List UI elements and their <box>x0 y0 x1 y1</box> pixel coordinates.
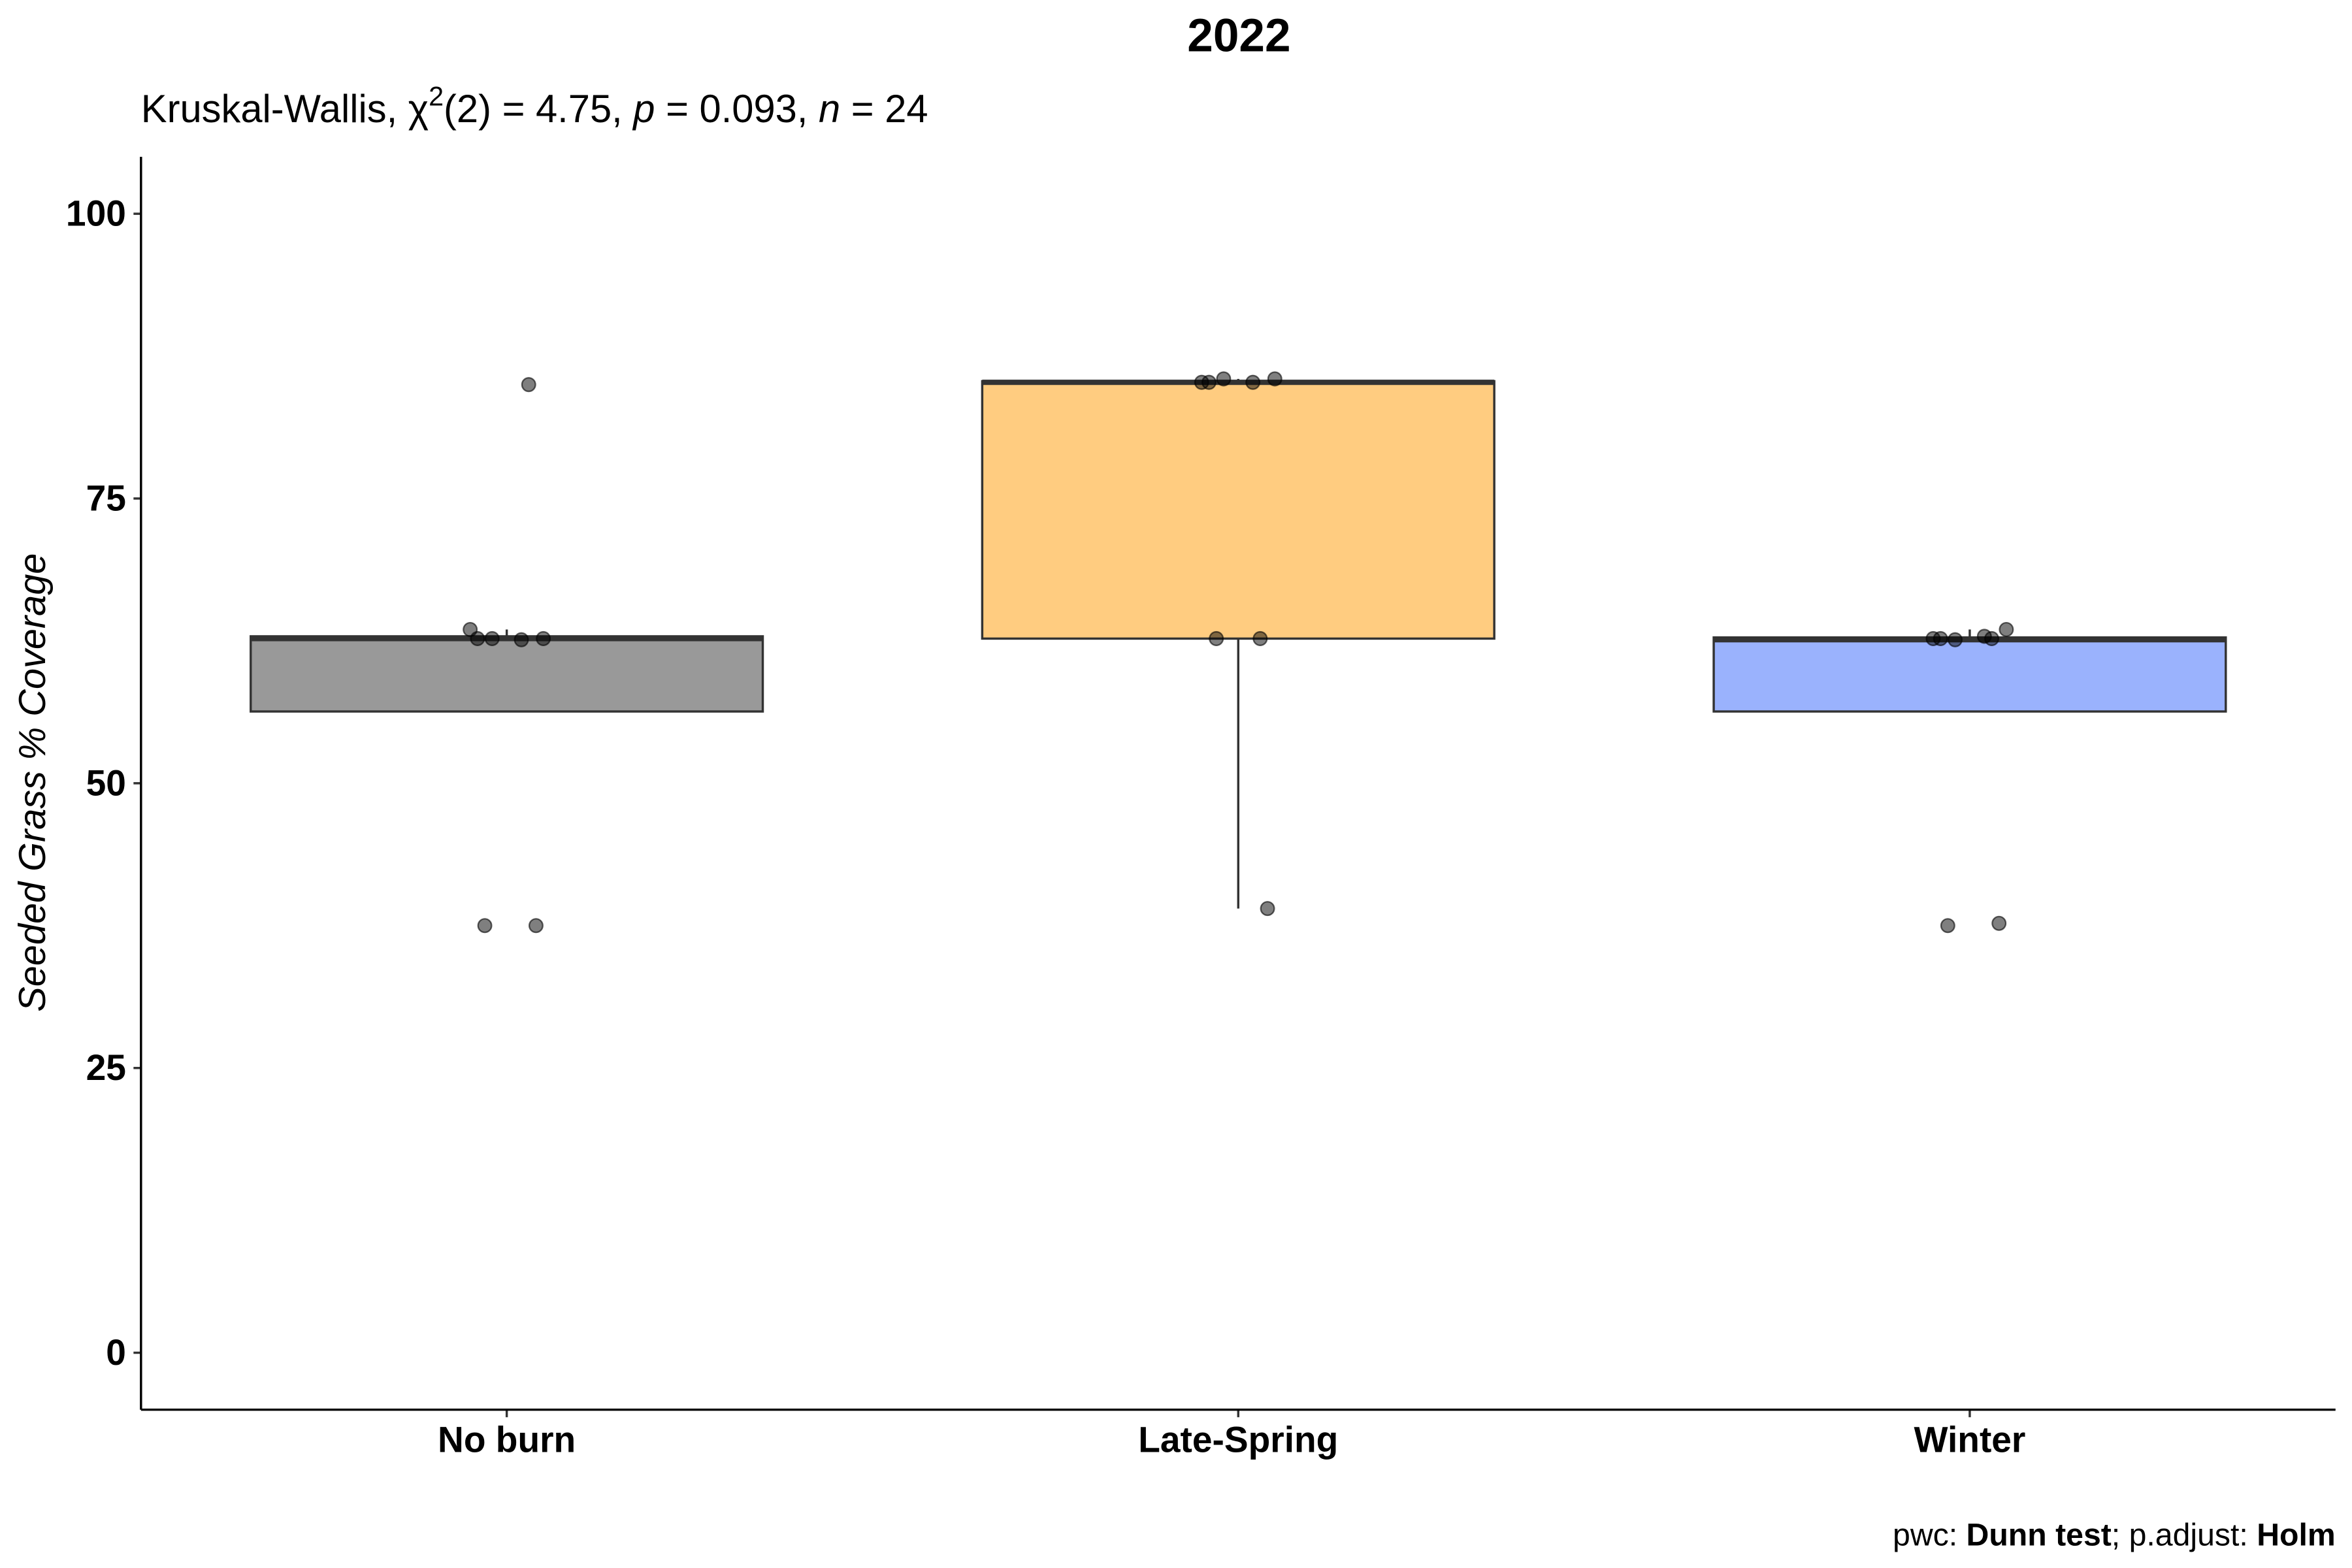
box <box>981 380 1495 640</box>
box <box>250 635 764 713</box>
subtitle-part: 2 <box>429 80 444 111</box>
point <box>1940 918 1955 934</box>
caption-part: Holm <box>2257 1517 2336 1552</box>
point <box>1245 374 1261 390</box>
y-tick-label: 50 <box>86 762 126 803</box>
point <box>1991 915 2007 931</box>
x-tick-label: No burn <box>438 1419 576 1460</box>
y-axis-label: Seeded Grass % Coverage <box>12 553 54 1012</box>
caption-part: ; p.adjust: <box>2112 1517 2257 1552</box>
chart-title: 2022 <box>1187 9 1290 61</box>
caption: pwc: Dunn test; p.adjust: Holm <box>1893 1517 2336 1552</box>
point <box>470 630 485 646</box>
point <box>1999 621 2014 638</box>
point <box>1252 630 1268 646</box>
point <box>528 918 544 934</box>
point <box>1267 371 1282 387</box>
box <box>1712 636 2227 713</box>
point <box>477 918 493 934</box>
point <box>1201 374 1217 390</box>
subtitle-part: = 24 <box>840 87 928 131</box>
subtitle-part: n <box>819 87 840 131</box>
point <box>484 630 500 646</box>
point <box>514 632 529 647</box>
point <box>1984 630 1999 646</box>
point <box>1260 901 1275 917</box>
y-tick-label: 75 <box>86 478 126 518</box>
y-tick-label: 0 <box>106 1332 126 1373</box>
y-tick-label: 100 <box>66 193 126 234</box>
point <box>1209 630 1224 646</box>
point <box>1933 630 1948 646</box>
subtitle-part: = 0.093, <box>655 87 819 131</box>
x-tick-label: Late-Spring <box>1138 1419 1338 1460</box>
point <box>536 630 551 646</box>
x-tick-label: Winter <box>1914 1419 2025 1460</box>
point <box>1948 632 1963 647</box>
subtitle-part: Kruskal-Wallis, χ <box>141 87 429 131</box>
subtitle-part: p <box>632 87 655 131</box>
point <box>521 377 536 393</box>
caption-part: Dunn test <box>1967 1517 2112 1552</box>
caption-part: pwc: <box>1893 1517 1967 1552</box>
point <box>1216 371 1232 387</box>
y-tick-label: 25 <box>86 1047 126 1088</box>
chart-subtitle: Kruskal-Wallis, χ2(2) = 4.75, p = 0.093,… <box>141 80 928 131</box>
subtitle-part: (2) = 4.75, <box>444 87 633 131</box>
